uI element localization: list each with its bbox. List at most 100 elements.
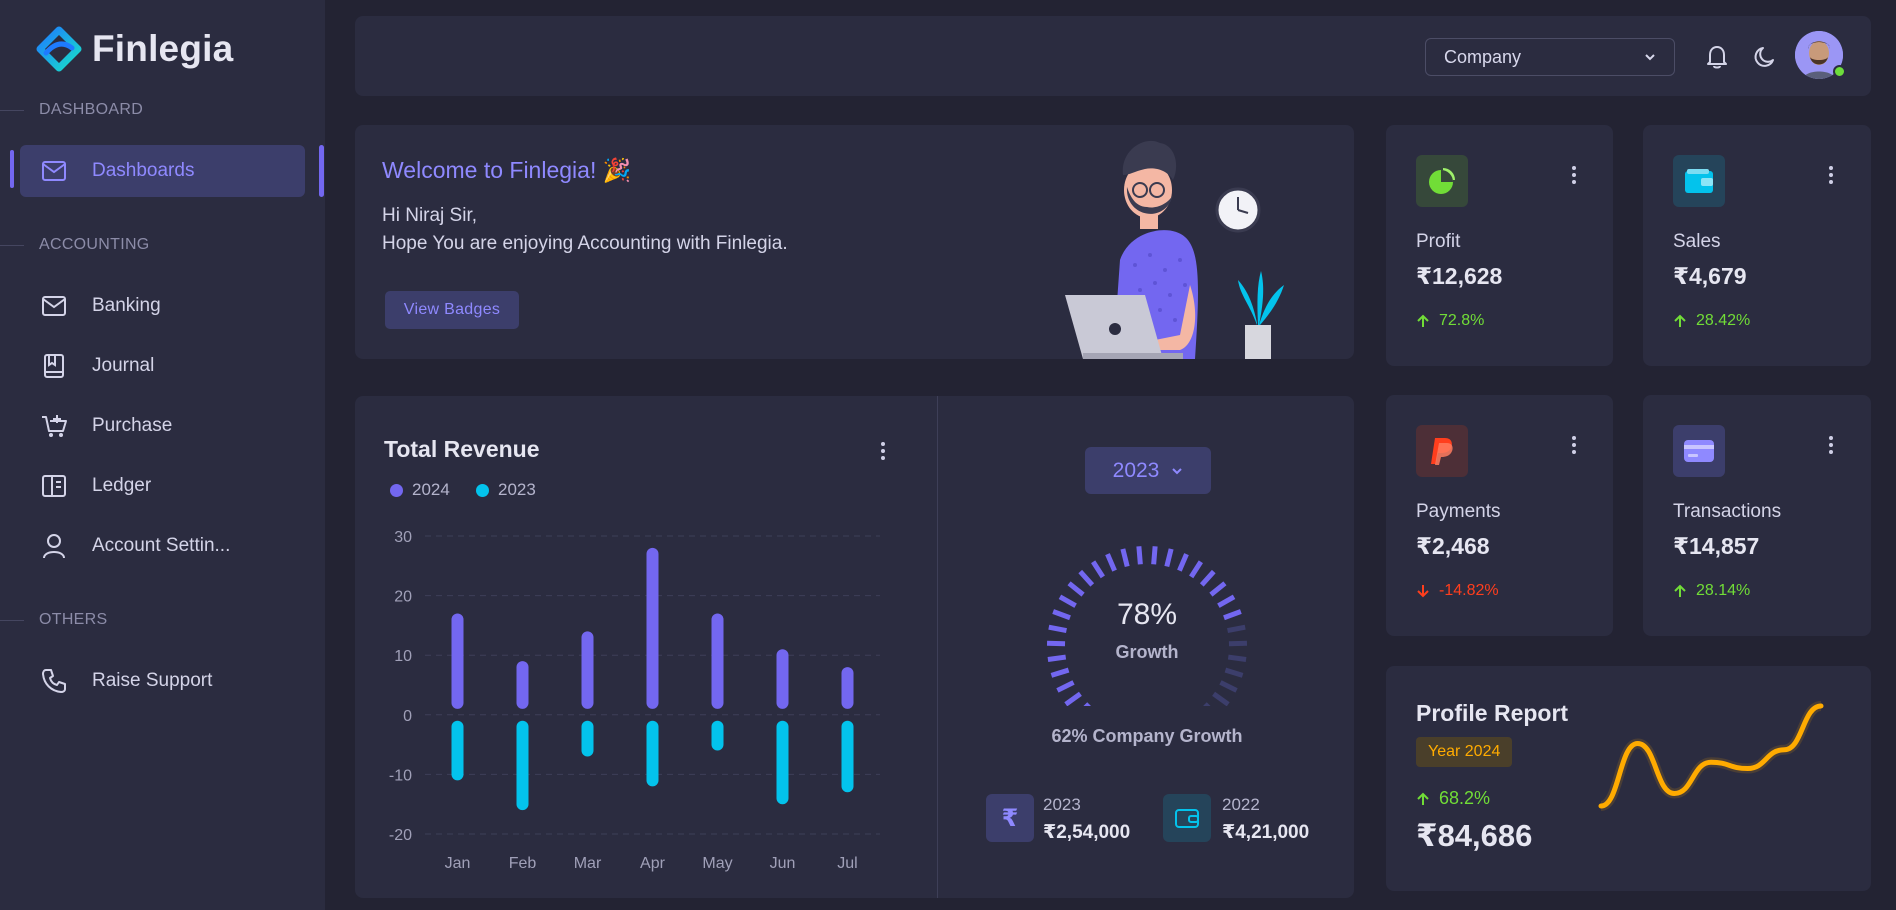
more-options-icon[interactable] bbox=[1821, 163, 1841, 187]
more-options-icon[interactable] bbox=[1821, 433, 1841, 457]
x-tick-label: Feb bbox=[509, 855, 537, 872]
section-header-others: OTHERS bbox=[0, 610, 107, 630]
gauge-segment bbox=[1091, 560, 1105, 579]
credit-card-icon bbox=[1673, 425, 1725, 477]
gauge-segment bbox=[1203, 702, 1211, 706]
sidebar-item-dashboards[interactable]: Dashboards bbox=[20, 145, 305, 197]
sidebar-item-label: Journal bbox=[92, 355, 155, 376]
welcome-illustration bbox=[1065, 140, 1284, 359]
company-select-value: Company bbox=[1444, 46, 1522, 67]
arrow-up-icon bbox=[1674, 584, 1686, 597]
gauge-segment bbox=[1048, 624, 1067, 634]
sidebar-item-journal[interactable]: Journal bbox=[20, 340, 305, 392]
book-icon bbox=[40, 352, 68, 380]
sidebar-item-ledger[interactable]: Ledger bbox=[20, 460, 305, 512]
gauge-segment bbox=[1224, 667, 1244, 678]
gauge-segment bbox=[1217, 594, 1236, 608]
stat-label: Profit bbox=[1416, 231, 1461, 252]
stat-value: ₹2,468 bbox=[1416, 533, 1490, 559]
welcome-title: Welcome to Finlegia! 🎉 bbox=[382, 157, 632, 183]
bar-2023 bbox=[516, 720, 529, 811]
bar-2023 bbox=[581, 720, 594, 757]
section-header-dashboard: DASHBOARD bbox=[0, 100, 143, 120]
welcome-card: Welcome to Finlegia! 🎉 Hi Niraj Sir, Hop… bbox=[355, 125, 1354, 359]
growth-gauge bbox=[1046, 546, 1248, 706]
gauge-segment bbox=[1219, 680, 1238, 693]
gauge-segment bbox=[1189, 560, 1203, 579]
bar-2024 bbox=[841, 667, 854, 709]
total-revenue-card: Total Revenue 2024 2023 30 20 10 0 -10 -20 Jan… bbox=[355, 396, 1354, 898]
gauge-segment bbox=[1047, 654, 1067, 662]
gauge-segment bbox=[1227, 654, 1247, 662]
welcome-message: Hope You are enjoying Accounting with Fi… bbox=[382, 233, 788, 254]
finlegia-logo-icon bbox=[36, 26, 82, 72]
year-select-value: 2023 bbox=[1112, 458, 1160, 482]
more-options-icon[interactable] bbox=[873, 439, 893, 463]
revenue-title: Total Revenue bbox=[384, 436, 540, 462]
growth-label: Growth bbox=[1115, 642, 1179, 662]
gauge-segment bbox=[1151, 546, 1158, 565]
active-edge-indicator bbox=[319, 145, 324, 197]
gauge-segment bbox=[1050, 667, 1070, 678]
stat-card-transactions: Transactions ₹14,857 28.14% bbox=[1643, 395, 1871, 636]
growth-percent: 78% bbox=[1116, 598, 1178, 631]
moon-icon[interactable] bbox=[1750, 42, 1780, 72]
sidebar-item-banking[interactable]: Banking bbox=[20, 280, 305, 332]
sidebar-item-label: Purchase bbox=[92, 415, 173, 436]
more-options-icon[interactable] bbox=[1564, 163, 1584, 187]
divider bbox=[937, 396, 938, 898]
gauge-segment bbox=[1164, 548, 1174, 568]
sidebar-item-label: Account Settin... bbox=[92, 535, 231, 556]
year-select-button[interactable]: 2023 bbox=[1085, 447, 1211, 494]
rupee-icon: ₹ bbox=[986, 794, 1034, 842]
sidebar-item-label: Raise Support bbox=[92, 670, 213, 691]
company-select[interactable]: Company bbox=[1425, 38, 1675, 76]
gauge-segment bbox=[1120, 548, 1130, 568]
view-badges-button[interactable]: View Badges bbox=[385, 291, 519, 329]
brand-logo[interactable]: Finlegia bbox=[36, 26, 233, 72]
gauge-segment bbox=[1223, 609, 1242, 621]
x-tick-label: Mar bbox=[574, 855, 602, 872]
y-tick-label: -20 bbox=[389, 827, 412, 844]
bar-2024 bbox=[451, 613, 464, 709]
bar-2024 bbox=[711, 613, 724, 709]
sidebar-item-account-settings[interactable]: Account Settin... bbox=[20, 520, 305, 572]
gauge-segment bbox=[1078, 569, 1095, 587]
arrow-up-icon bbox=[1417, 792, 1429, 805]
profile-report-card: Profile Report Year 2024 68.2% ₹84,686 bbox=[1386, 666, 1871, 891]
x-tick-label: Jan bbox=[445, 855, 471, 872]
x-tick-label: Apr bbox=[640, 855, 666, 872]
top-navbar: Company bbox=[355, 16, 1871, 96]
chevron-down-icon bbox=[1172, 467, 1183, 474]
sidebar-item-raise-support[interactable]: Raise Support bbox=[20, 655, 305, 707]
bar-2024 bbox=[581, 631, 594, 709]
profile-trend-line bbox=[1598, 701, 1824, 811]
welcome-greeting: Hi Niraj Sir, bbox=[382, 205, 478, 226]
mail-icon bbox=[40, 157, 68, 185]
bar-2023 bbox=[711, 720, 724, 751]
stat-value: ₹4,679 bbox=[1673, 263, 1747, 289]
more-options-icon[interactable] bbox=[1564, 433, 1584, 457]
gauge-segment bbox=[1056, 680, 1075, 693]
gauge-segment bbox=[1136, 546, 1143, 565]
x-tick-label: Jul bbox=[837, 855, 857, 872]
paypal-icon bbox=[1416, 425, 1468, 477]
y-tick-label: -10 bbox=[389, 767, 412, 784]
active-indicator bbox=[10, 150, 14, 188]
user-icon bbox=[40, 532, 68, 560]
online-status-dot bbox=[1833, 65, 1846, 78]
bar-2024 bbox=[516, 661, 529, 709]
stat-label: Sales bbox=[1673, 231, 1721, 252]
brand-name: Finlegia bbox=[92, 28, 234, 69]
stat-change: 72.8% bbox=[1416, 312, 1484, 330]
y-tick-label: 0 bbox=[403, 708, 412, 725]
stat-value: ₹14,857 bbox=[1673, 533, 1760, 559]
sidebar-item-label: Banking bbox=[92, 295, 161, 316]
stat-change: -14.82% bbox=[1416, 582, 1499, 600]
sidebar-item-purchase[interactable]: Purchase bbox=[20, 400, 305, 452]
bell-icon[interactable] bbox=[1702, 42, 1732, 72]
bar-2023 bbox=[646, 720, 659, 787]
stat-change: 28.42% bbox=[1673, 312, 1750, 330]
bar-2023 bbox=[776, 720, 789, 805]
summary-year: 2022 bbox=[1222, 795, 1260, 814]
